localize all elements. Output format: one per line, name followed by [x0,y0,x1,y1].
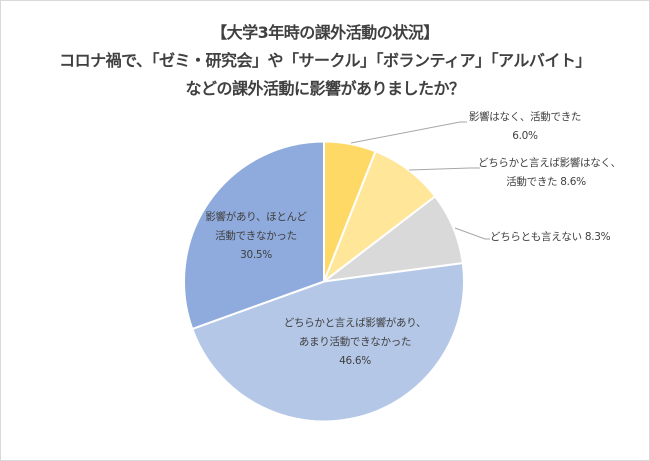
chart-title-line-3: などの課外活動に影響がありましたか？ [185,79,465,98]
leader-line-0 [350,121,467,144]
data-label-3-value: 46.6% [339,355,371,367]
data-label-4-text-1: 影響があり、ほとんど [205,211,307,223]
pie-slices [183,140,465,423]
data-label-4-value: 30.5% [240,249,272,261]
data-label-4: 影響があり、ほとんど 活動できなかった 30.5% [200,208,312,265]
leader-line-2 [454,227,490,240]
chart-title-line-1: 【大学3年時の課外活動の状況】 [211,23,439,42]
data-label-3: どちらかと言えば影響があり、 あまり活動できなかった 46.6% [280,314,430,371]
data-label-1-value: 活動できた 8.6% [506,176,586,188]
leader-line-1 [408,167,480,171]
data-label-2: どちらとも言えない 8.3% [490,228,615,247]
data-label-2-text: どちらとも言えない 8.3% [490,231,611,243]
data-label-0-text: 影響はなく、活動できた [468,111,582,123]
data-label-0: 影響はなく、活動できた 6.0% [466,108,584,146]
pie-slice-3 [190,261,465,423]
pie-slice-4 [183,140,325,331]
data-label-4-text-2: 活動できなかった [215,230,297,242]
data-label-3-text-2: あまり活動できなかった [298,336,412,348]
data-label-1: どちらかと言えば影響はなく、 活動できた 8.6% [478,154,621,192]
leader-lines [350,121,490,240]
chart-title-line-2: コロナ禍で、「ゼミ・研究会」や「サークル」「ボランティア」「アルバイト」 [59,51,591,70]
data-label-1-text: どちらかと言えば影響はなく、 [478,157,621,169]
data-label-3-text-1: どちらかと言えば影響があり、 [283,317,427,329]
data-label-0-value: 6.0% [512,130,538,142]
